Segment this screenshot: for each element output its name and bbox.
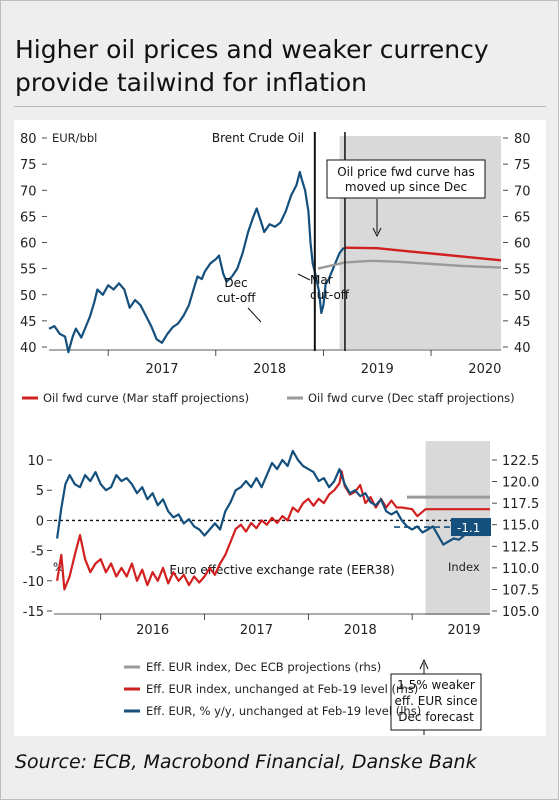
legend-label-mar: Oil fwd curve (Mar staff projections)	[43, 391, 249, 405]
annotation-arrow-head	[372, 227, 382, 238]
legend-label-dec-proj: Eff. EUR index, Dec ECB projections (rhs…	[146, 660, 381, 674]
end-value-label: -1.1	[457, 521, 480, 535]
y-tick-right: 75	[514, 158, 531, 173]
y-tick-right: 117.5	[502, 497, 539, 512]
annotation-text: 1.5% weaker	[397, 678, 475, 692]
y-tick-right: 65	[514, 210, 531, 225]
chart-title: Brent Crude Oil	[212, 131, 304, 145]
euro-eer-chart: 10 5 0 -5 -10 -15 122.5 120.0 117.5 115.0 112.5 110…	[23, 441, 539, 735]
y-tick-left: 55	[20, 263, 37, 278]
title-divider	[14, 106, 546, 107]
y-axis-label: EUR/bbl	[52, 131, 97, 145]
y-tick-left: 65	[20, 210, 37, 225]
y-axis-label-right: Index	[448, 560, 480, 574]
end-value-box	[451, 518, 491, 537]
y-tick-left: 10	[27, 454, 44, 469]
y-tick-right: 50	[514, 289, 531, 304]
y-tick-right: 55	[514, 263, 531, 278]
x-tick-label: 2020	[468, 362, 501, 377]
brent-oil-chart: 80 80 75 75 70 70 65 65 60 60 55 55 50 50 45 45 40 40 EUR/…	[20, 131, 531, 405]
y-tick-left: 75	[20, 158, 37, 173]
y-tick-right: 122.5	[502, 454, 539, 469]
annotation-text: Oil price fwd curve has	[337, 165, 475, 179]
annotation-text: moved up since Dec	[345, 180, 467, 194]
y-tick-left: -10	[23, 575, 44, 590]
legend-label-feb-level: Eff. EUR index, unchanged at Feb-19 leve…	[146, 682, 418, 696]
mar-cutoff-label: Mar	[310, 273, 333, 287]
y-tick-right: 107.5	[502, 583, 539, 598]
mar-cutoff-pointer	[297, 273, 311, 281]
x-tick-label: 2017	[145, 362, 178, 377]
y-tick-left: 45	[20, 315, 37, 330]
x-tick-label: 2019	[448, 623, 481, 638]
annotation-text: Dec forecast	[398, 710, 474, 724]
annotation-text: eff. EUR since	[395, 694, 478, 708]
y-tick-right: 120.0	[502, 476, 539, 491]
brent-series-line	[48, 170, 345, 354]
dec-cutoff-pointer	[247, 307, 262, 323]
x-tick-label: 2019	[361, 362, 394, 377]
x-tick-label: 2018	[253, 362, 286, 377]
dec-cutoff-label: Dec	[224, 276, 247, 290]
annotation-box	[326, 159, 486, 199]
legend-label-eff-eur: Eff. EUR, % y/y, unchanged at Feb-19 lev…	[146, 704, 421, 718]
y-tick-left: 70	[20, 184, 37, 199]
y-tick-right: 60	[514, 237, 531, 252]
y-tick-left: 5	[36, 484, 44, 499]
feb-level-index-line	[56, 470, 490, 591]
y-tick-right: 45	[514, 315, 531, 330]
y-tick-left: -5	[31, 545, 44, 560]
y-tick-right: 80	[514, 132, 531, 147]
y-tick-left: 50	[20, 289, 37, 304]
y-tick-left: -15	[23, 605, 44, 620]
y-tick-right: 40	[514, 341, 531, 356]
y-tick-right: 115.0	[502, 519, 539, 534]
dec-cutoff-label: cut-off	[216, 291, 256, 305]
x-tick-label: 2016	[136, 623, 169, 638]
annotation-box	[390, 673, 482, 731]
y-tick-right: 105.0	[502, 605, 539, 620]
y-tick-right: 110.0	[502, 562, 539, 577]
source-note: Source: ECB, Macrobond Financial, Danske…	[15, 751, 477, 773]
mar-cutoff-label: cut-off	[310, 288, 350, 302]
x-tick-label: 2017	[240, 623, 273, 638]
y-tick-left: 40	[20, 341, 37, 356]
y-tick-right: 70	[514, 184, 531, 199]
eer-legend: Eff. EUR index, Dec ECB projections (rhs…	[124, 660, 421, 718]
legend-label-dec: Oil fwd curve (Dec staff projections)	[308, 391, 515, 405]
mar-fwd-curve-line	[344, 246, 502, 262]
annotation-arrow-head	[419, 658, 429, 670]
eff-eur-yy-line	[56, 449, 491, 546]
figure-title: Higher oil prices and weaker currency pr…	[15, 35, 489, 97]
y-tick-left: 80	[20, 132, 37, 147]
charts-panel: 80 80 75 75 70 70 65 65 60 60 55 55 50 50 45 45 40 40 EUR/…	[14, 120, 546, 736]
y-tick-left: 0	[36, 514, 44, 529]
chart-title: Euro effective exchange rate (EER38)	[169, 563, 394, 577]
y-tick-right: 112.5	[502, 540, 539, 555]
y-tick-left: 60	[20, 237, 37, 252]
x-tick-label: 2018	[344, 623, 377, 638]
